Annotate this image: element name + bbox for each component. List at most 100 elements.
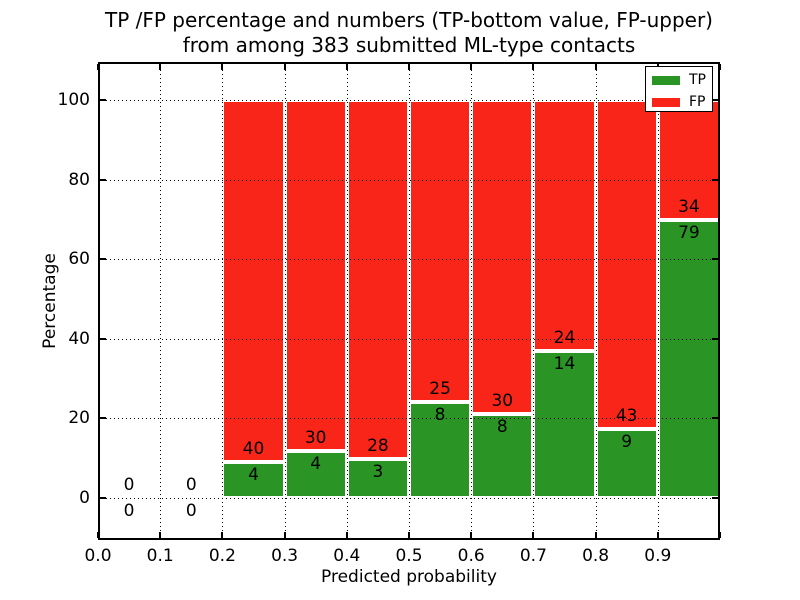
fp-legend-swatch bbox=[652, 98, 680, 107]
vertical-gridline bbox=[346, 62, 348, 540]
fp-count-label: 30 bbox=[491, 391, 514, 412]
fp-count-label: 25 bbox=[429, 378, 451, 399]
y-tick-mark bbox=[100, 178, 106, 181]
legend: TP FP bbox=[645, 66, 713, 112]
vertical-gridline bbox=[533, 62, 535, 540]
vertical-gridline bbox=[222, 62, 224, 540]
tp-bar-segment bbox=[284, 451, 347, 498]
y-tick-mark bbox=[100, 497, 106, 499]
tp-bar-segment bbox=[533, 351, 596, 498]
legend-entry-tp: TP bbox=[652, 72, 712, 89]
tp-count-label: 4 bbox=[310, 454, 322, 475]
fp-bar-segment bbox=[409, 100, 472, 402]
x-tick-mark bbox=[408, 532, 410, 538]
legend-entry-fp: FP bbox=[652, 94, 712, 111]
x-tick-label: 0.6 bbox=[457, 546, 485, 566]
chart-title-line-2: from among 383 submitted ML-type contact… bbox=[182, 33, 636, 57]
tp-count-label: 0 bbox=[123, 501, 135, 521]
vertical-gridline bbox=[595, 62, 597, 540]
x-axis-label: Predicted probability bbox=[321, 567, 497, 587]
x-tick-mark bbox=[594, 64, 597, 70]
x-tick-mark bbox=[221, 532, 224, 538]
tp-legend-swatch bbox=[652, 76, 680, 85]
fp-count-label: 40 bbox=[242, 438, 265, 459]
plot-area: 0 0 0 0 40 4 30 4 28 3 25 8 30 8 24 14 43 9 34 79 bbox=[97, 62, 721, 540]
y-tick-label: 100 bbox=[57, 90, 90, 110]
x-tick-label: 0.9 bbox=[644, 546, 672, 566]
x-tick-mark bbox=[345, 532, 348, 538]
tp-bar-segment bbox=[471, 414, 534, 498]
x-tick-label: 0.5 bbox=[395, 546, 423, 566]
x-tick-mark bbox=[159, 64, 162, 70]
tp-count-label: 8 bbox=[434, 404, 446, 425]
x-tick-mark bbox=[656, 532, 659, 538]
x-tick-label: 0.4 bbox=[333, 546, 361, 566]
x-tick-mark bbox=[719, 64, 721, 70]
x-tick-label: 0.0 bbox=[84, 546, 112, 566]
x-tick-mark bbox=[470, 532, 473, 538]
x-tick-mark bbox=[532, 64, 535, 70]
x-tick-mark bbox=[283, 532, 286, 538]
tp-bar-segment bbox=[657, 219, 720, 498]
x-tick-label: 0.3 bbox=[271, 546, 299, 566]
vertical-gridline bbox=[409, 62, 410, 540]
y-tick-mark bbox=[712, 417, 718, 420]
y-tick-mark bbox=[712, 337, 718, 340]
y-tick-label: 80 bbox=[68, 169, 90, 190]
x-tick-label: 0.1 bbox=[146, 546, 174, 566]
vertical-gridline bbox=[160, 62, 162, 540]
y-tick-mark bbox=[712, 178, 718, 181]
tp-bar-segment bbox=[222, 461, 285, 498]
tp-count-label: 79 bbox=[678, 222, 700, 243]
x-tick-mark bbox=[221, 64, 224, 70]
x-tick-mark bbox=[283, 64, 286, 70]
fp-count-label: 24 bbox=[553, 328, 576, 349]
fp-count-label: 34 bbox=[678, 196, 700, 217]
fp-bar-segment bbox=[346, 100, 409, 460]
fp-count-label: 28 bbox=[367, 436, 389, 457]
x-tick-mark bbox=[532, 532, 535, 538]
x-tick-mark bbox=[408, 64, 410, 70]
fp-bar-segment bbox=[533, 100, 596, 352]
x-tick-label: 0.7 bbox=[519, 546, 547, 566]
fp-legend-label: FP bbox=[689, 94, 706, 110]
fp-bar-segment bbox=[284, 100, 347, 452]
chart-title-line-1: TP /FP percentage and numbers (TP-bottom… bbox=[105, 8, 713, 32]
fp-count-label: 30 bbox=[304, 428, 327, 449]
tp-bar-segment bbox=[595, 429, 658, 498]
vertical-gridline bbox=[471, 62, 473, 540]
y-tick-label: 0 bbox=[79, 488, 90, 508]
fp-count-label: 0 bbox=[123, 475, 135, 495]
y-tick-label: 60 bbox=[68, 249, 90, 270]
x-tick-mark bbox=[345, 64, 348, 70]
fp-count-label: 0 bbox=[185, 475, 197, 495]
x-tick-mark bbox=[159, 532, 162, 538]
y-tick-mark bbox=[100, 337, 106, 340]
tp-bar-segment bbox=[409, 401, 472, 498]
tp-count-label: 3 bbox=[372, 462, 384, 483]
tp-bar-segment bbox=[346, 459, 409, 498]
fp-count-label: 43 bbox=[615, 406, 638, 427]
y-tick-mark bbox=[712, 99, 718, 101]
y-tick-label: 20 bbox=[68, 408, 90, 429]
y-tick-mark bbox=[712, 258, 718, 261]
vertical-gridline bbox=[657, 62, 659, 540]
y-tick-mark bbox=[100, 99, 106, 101]
fp-bar-segment bbox=[222, 100, 285, 462]
y-tick-mark bbox=[100, 258, 106, 261]
y-tick-mark bbox=[712, 497, 718, 499]
tp-count-label: 14 bbox=[553, 354, 576, 375]
x-tick-label: 0.2 bbox=[208, 546, 236, 566]
x-tick-mark bbox=[470, 64, 473, 70]
x-tick-label: 0.8 bbox=[582, 546, 610, 566]
x-tick-mark bbox=[97, 64, 99, 70]
x-tick-mark bbox=[719, 532, 721, 538]
tp-count-label: 8 bbox=[496, 417, 508, 438]
vertical-gridline bbox=[284, 62, 286, 540]
y-tick-label: 40 bbox=[68, 328, 90, 349]
x-tick-mark bbox=[97, 532, 99, 538]
fp-bar-segment bbox=[471, 100, 534, 415]
tp-count-label: 0 bbox=[185, 501, 197, 521]
tp-legend-label: TP bbox=[689, 72, 706, 88]
